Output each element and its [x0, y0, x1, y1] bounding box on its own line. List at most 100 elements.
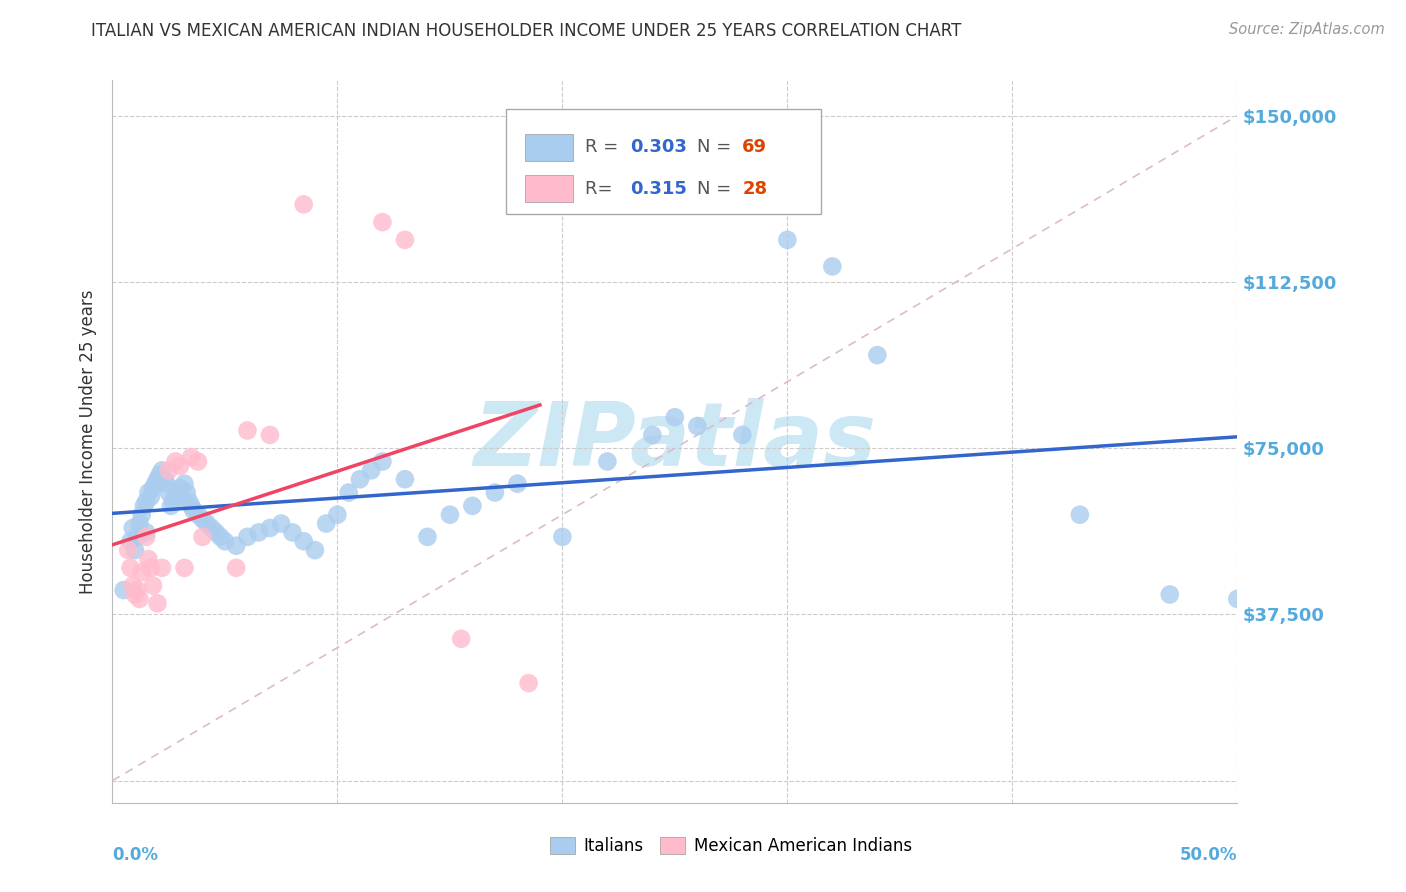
Point [349, 472, 371, 486]
Point [304, 543, 326, 558]
Point [176, 485, 198, 500]
Point [187, 508, 209, 522]
Point [157, 463, 180, 477]
Point [1226, 591, 1249, 606]
Text: 0.0%: 0.0% [112, 847, 159, 864]
Point [124, 587, 146, 601]
Point [142, 481, 165, 495]
Point [135, 494, 157, 508]
Point [205, 525, 228, 540]
Point [191, 530, 214, 544]
Point [596, 454, 619, 468]
Point [439, 508, 461, 522]
Point [121, 521, 143, 535]
Text: Source: ZipAtlas.com: Source: ZipAtlas.com [1229, 22, 1385, 37]
Point [191, 512, 214, 526]
Point [686, 419, 709, 434]
Point [143, 476, 166, 491]
Point [371, 454, 394, 468]
Point [664, 410, 686, 425]
Point [142, 579, 165, 593]
Text: N =: N = [697, 179, 737, 198]
Text: 69: 69 [742, 138, 768, 156]
Point [731, 428, 754, 442]
Point [132, 499, 155, 513]
FancyBboxPatch shape [506, 109, 821, 214]
Point [1159, 587, 1181, 601]
Point [195, 516, 218, 531]
Point [551, 530, 574, 544]
Point [641, 428, 664, 442]
Point [776, 233, 799, 247]
Point [138, 485, 160, 500]
Point [225, 539, 247, 553]
Point [187, 454, 209, 468]
Point [138, 552, 160, 566]
FancyBboxPatch shape [526, 134, 572, 161]
Text: 28: 28 [742, 179, 768, 198]
Point [155, 476, 177, 491]
Point [517, 676, 540, 690]
Point [292, 534, 315, 549]
Point [259, 521, 281, 535]
Point [337, 485, 360, 500]
Point [117, 543, 139, 558]
Point [127, 530, 149, 544]
Point [131, 566, 153, 580]
Point [506, 476, 529, 491]
Point [121, 579, 143, 593]
Point [450, 632, 472, 646]
Point [112, 582, 135, 597]
Text: ZIPatlas: ZIPatlas [474, 398, 876, 485]
Text: 0.303: 0.303 [630, 138, 686, 156]
Text: R=: R= [585, 179, 619, 198]
FancyBboxPatch shape [526, 175, 572, 202]
Point [247, 525, 270, 540]
Point [866, 348, 889, 362]
Point [166, 485, 188, 500]
Point [135, 530, 157, 544]
Point [165, 490, 187, 504]
Point [146, 472, 169, 486]
Point [128, 516, 150, 531]
Point [139, 490, 162, 504]
Point [120, 534, 142, 549]
Point [162, 494, 184, 508]
Point [146, 596, 169, 610]
Point [124, 543, 146, 558]
Point [209, 530, 232, 544]
Point [416, 530, 439, 544]
Point [371, 215, 394, 229]
Text: 0.315: 0.315 [630, 179, 686, 198]
Point [360, 463, 382, 477]
Point [150, 561, 173, 575]
Point [394, 472, 416, 486]
Point [157, 485, 180, 500]
Point [315, 516, 337, 531]
Point [214, 534, 236, 549]
Point [150, 463, 173, 477]
Point [160, 499, 183, 513]
Point [177, 494, 200, 508]
Text: N =: N = [697, 138, 737, 156]
Y-axis label: Householder Income Under 25 years: Householder Income Under 25 years [79, 289, 97, 594]
Point [461, 499, 484, 513]
Point [128, 591, 150, 606]
Point [259, 428, 281, 442]
Point [120, 561, 142, 575]
Point [292, 197, 315, 211]
Text: R =: R = [585, 138, 624, 156]
Point [153, 472, 176, 486]
Point [326, 508, 349, 522]
Point [135, 525, 157, 540]
Point [200, 521, 222, 535]
Point [180, 450, 202, 464]
Point [131, 508, 153, 522]
Point [183, 503, 205, 517]
Point [169, 481, 191, 495]
Point [165, 454, 187, 468]
Point [139, 561, 162, 575]
Point [821, 260, 844, 274]
Point [394, 233, 416, 247]
Point [225, 561, 247, 575]
